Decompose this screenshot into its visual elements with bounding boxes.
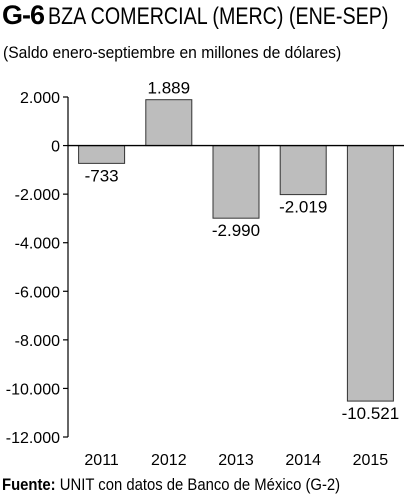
source-text: UNIT con datos de Banco de México (G-2) — [59, 476, 341, 494]
x-tick-label: 2015 — [353, 452, 389, 469]
source-note: Fuente: UNIT con datos de Banco de Méxic… — [2, 476, 340, 495]
bar-value-label: -733 — [85, 166, 119, 185]
y-tick-label: 0 — [51, 139, 60, 156]
y-tick-label: 2.000 — [20, 90, 60, 107]
y-tick-label: -2.000 — [15, 187, 60, 204]
y-tick-label: -8.000 — [15, 333, 60, 350]
y-tick-label: -4.000 — [15, 236, 60, 253]
chart-title: G-6 BZA COMERCIAL (MERC) (ENE-SEP) — [2, 2, 408, 29]
source-label: Fuente: — [2, 476, 56, 494]
y-tick-label: -6.000 — [15, 284, 60, 301]
bar — [212, 145, 260, 219]
chart-subtitle: (Saldo enero-septiembre en millones de d… — [3, 43, 342, 62]
bar — [145, 99, 193, 147]
bar — [78, 145, 126, 164]
chart-title-text: BZA COMERCIAL (MERC) (ENE-SEP) — [48, 3, 389, 30]
y-tick-label: -12.000 — [6, 430, 60, 447]
bar — [346, 145, 394, 402]
bar — [279, 145, 327, 196]
x-tick-label: 2012 — [151, 452, 187, 469]
y-tick-label: -10.000 — [6, 381, 60, 398]
x-tick-label: 2013 — [218, 452, 254, 469]
chart-code: G-6 — [2, 0, 45, 30]
bar-value-label: -2.019 — [279, 198, 327, 217]
bar-value-label: -2.990 — [212, 221, 260, 240]
bar-value-label: 1.889 — [148, 79, 191, 98]
x-tick-label: 2011 — [84, 452, 119, 469]
bar-value-label: -10.521 — [342, 404, 400, 423]
x-tick-label: 2014 — [285, 452, 321, 469]
